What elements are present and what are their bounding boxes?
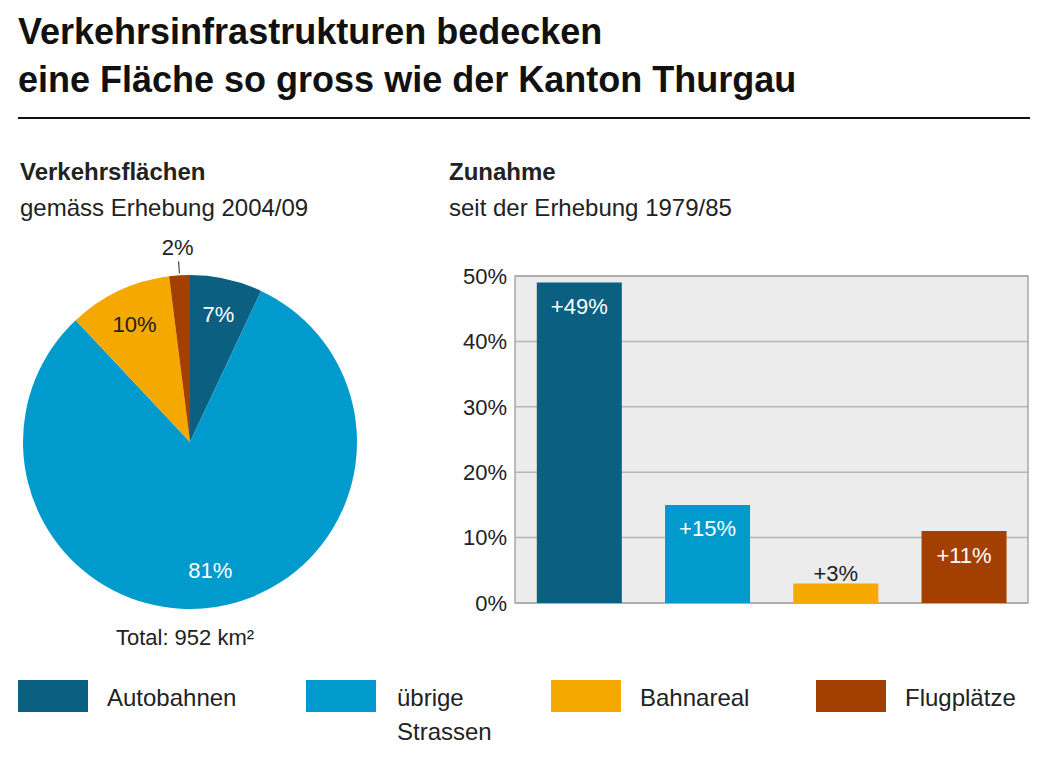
- svg-text:+49%: +49%: [551, 294, 608, 319]
- svg-text:2%: 2%: [162, 235, 194, 260]
- svg-text:+15%: +15%: [679, 516, 736, 541]
- svg-text:+11%: +11%: [936, 543, 991, 568]
- html-text:übrige Strassen: übrige Strassen: [397, 684, 492, 745]
- svg-text:30%: 30%: [463, 395, 507, 420]
- svg-text:40%: 40%: [463, 329, 507, 354]
- html-text:Verkehrsflächen: Verkehrsflächen: [20, 158, 206, 185]
- svg-text:50%: 50%: [463, 264, 507, 289]
- html-text:eine Fläche so gross wie der K: eine Fläche so gross wie der Kanton Thur…: [18, 59, 797, 100]
- html-text:seit der Erhebung 1979/85: seit der Erhebung 1979/85: [449, 194, 732, 221]
- svg-text:20%: 20%: [463, 460, 507, 485]
- svg-text:7%: 7%: [203, 302, 235, 327]
- html-text:Bahnareal: Bahnareal: [640, 684, 750, 711]
- html-text:Autobahnen: Autobahnen: [107, 684, 237, 711]
- html-text:Zunahme: Zunahme: [449, 158, 556, 185]
- html-text:Total: 952 km²: Total: 952 km²: [115, 625, 255, 650]
- svg-text:+3%: +3%: [813, 561, 858, 586]
- svg-text:10%: 10%: [463, 525, 507, 550]
- svg-text:81%: 81%: [188, 558, 232, 583]
- svg-text:0%: 0%: [475, 591, 507, 616]
- html-text:gemäss Erhebung 2004/09: gemäss Erhebung 2004/09: [20, 194, 309, 221]
- html-text:Verkehrsinfrastrukturen bedeck: Verkehrsinfrastrukturen bedecken: [18, 11, 603, 52]
- svg-text:10%: 10%: [113, 312, 157, 337]
- html-text:Flugplätze: Flugplätze: [905, 684, 1016, 711]
